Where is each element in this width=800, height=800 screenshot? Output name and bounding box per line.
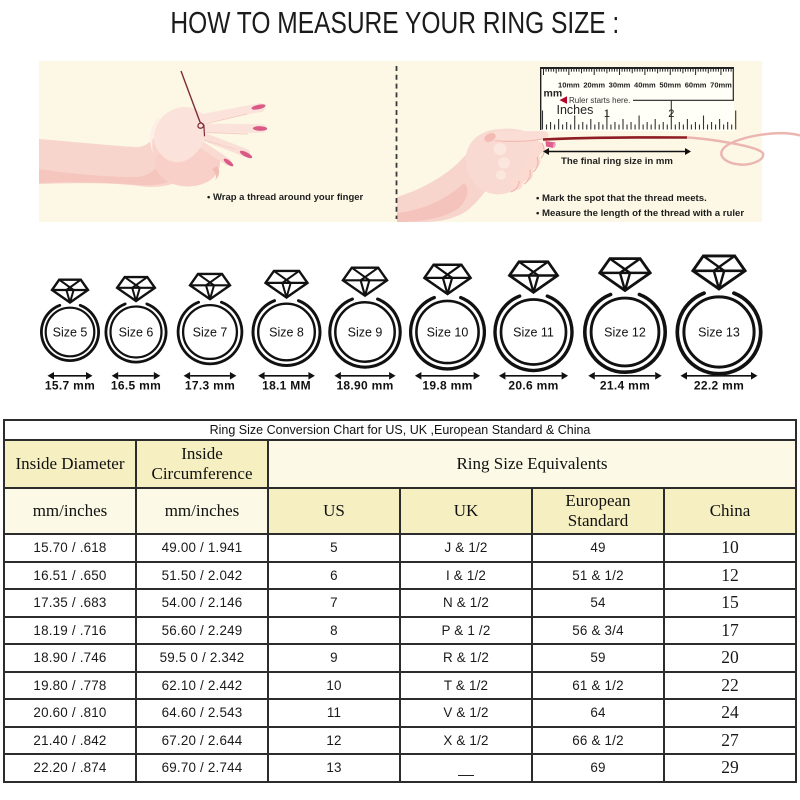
svg-text:Size 6: Size 6 [119,325,154,339]
svg-text:18.90 mm: 18.90 mm [336,379,393,393]
svg-text:17.3 mm: 17.3 mm [185,379,235,393]
svg-text:Size 8: Size 8 [269,325,304,339]
svg-text:Size 9: Size 9 [348,325,383,339]
svg-text:70mm: 70mm [710,81,732,90]
svg-text:20.6 mm: 20.6 mm [508,379,558,393]
svg-text:Size 10: Size 10 [427,325,469,339]
svg-text:30mm: 30mm [609,81,631,90]
svg-text:1: 1 [604,108,610,120]
svg-text:40mm: 40mm [634,81,656,90]
svg-text:21.4 mm: 21.4 mm [600,379,650,393]
svg-text:Ruler starts here.: Ruler starts here. [569,96,630,105]
svg-text:Size 11: Size 11 [513,325,554,339]
svg-text:Size 7: Size 7 [193,325,228,339]
svg-text:15.7 mm: 15.7 mm [45,379,95,393]
svg-text:10mm: 10mm [558,81,580,90]
svg-text:20mm: 20mm [583,81,605,90]
svg-text:Inches: Inches [557,103,594,117]
svg-text:Size 5: Size 5 [53,325,88,339]
svg-text:2: 2 [668,108,674,120]
svg-text:60mm: 60mm [685,81,707,90]
svg-text:50mm: 50mm [659,81,681,90]
svg-text:Size 13: Size 13 [698,325,740,339]
svg-text:19.8 mm: 19.8 mm [422,379,472,393]
svg-text:22.2 mm: 22.2 mm [694,379,744,393]
svg-text:mm: mm [544,88,563,100]
svg-text:Size 12: Size 12 [604,325,646,339]
svg-text:18.1 MM: 18.1 MM [262,379,311,393]
svg-text:16.5 mm: 16.5 mm [111,379,161,393]
